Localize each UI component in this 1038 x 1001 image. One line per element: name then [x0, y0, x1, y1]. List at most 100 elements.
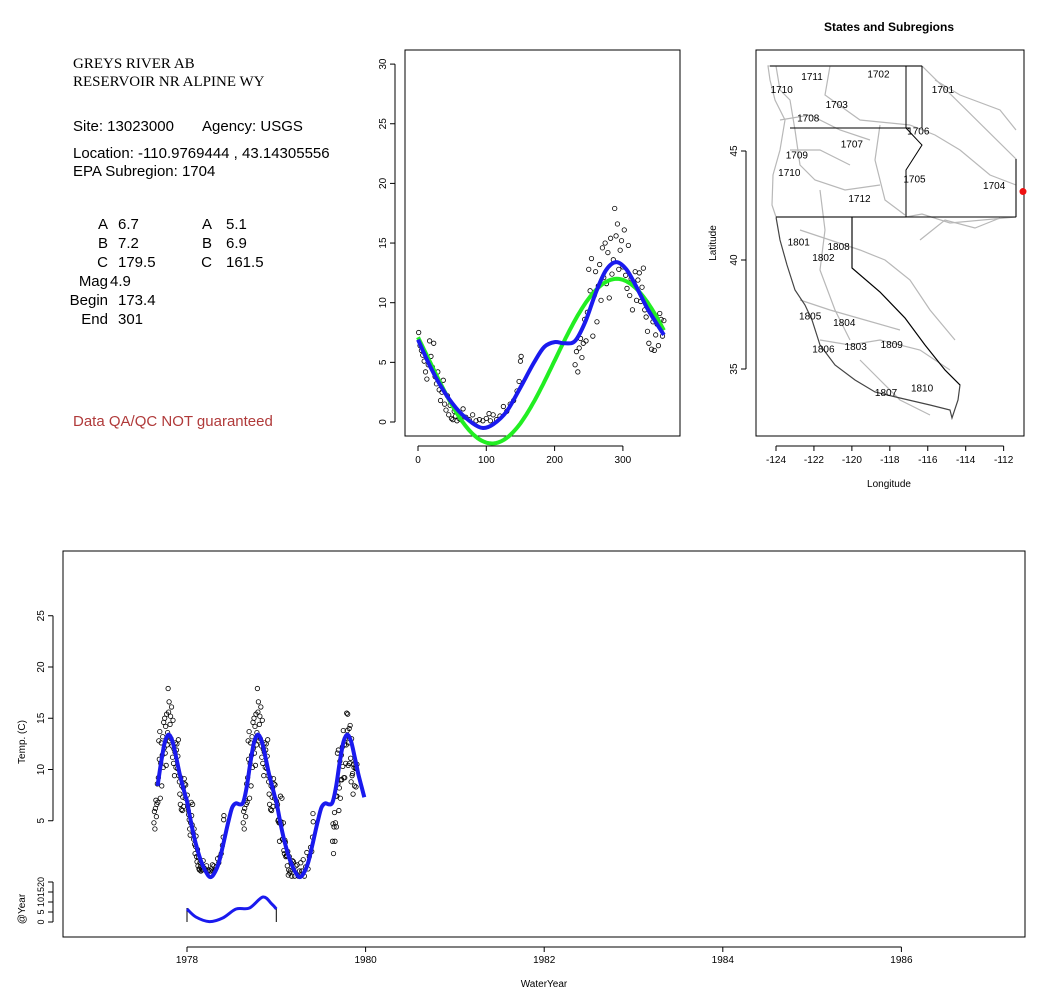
timeseries-data-point — [151, 808, 158, 815]
map-region-label: 1803 — [845, 342, 868, 353]
seasonal-data-point — [629, 307, 636, 313]
seasonal-data-point — [599, 245, 606, 251]
seasonal-x-tick-label: 100 — [478, 455, 495, 466]
timeseries-data-point — [153, 814, 159, 820]
timeseries-x-tick-label: 1984 — [712, 955, 735, 966]
timeseries-data-point — [289, 873, 295, 879]
timeseries-data-point — [286, 867, 292, 873]
timeseries-data-point — [257, 713, 263, 719]
map-subregion-boundary — [790, 149, 851, 166]
timeseries-y-axis-title: Temp. (C) — [17, 720, 28, 764]
timeseries-x-tick-label: 1978 — [176, 955, 199, 966]
timeseries-data-point — [353, 784, 359, 790]
map-subregion-boundary — [909, 124, 1017, 186]
seasonal-fit-blue-line — [416, 260, 666, 431]
seasonal-data-point — [431, 340, 437, 346]
seasonal-data-point — [518, 353, 524, 359]
map-region-label: 1704 — [983, 181, 1006, 192]
seasonal-data-point — [470, 412, 476, 418]
map-frame — [755, 49, 1025, 437]
timeseries-data-point — [252, 723, 258, 730]
timeseries-frame — [62, 550, 1026, 938]
map-title: States and Subregions — [824, 20, 954, 34]
seasonal-data-point — [646, 340, 652, 346]
timeseries-y-tick-label: 5 — [36, 818, 47, 824]
site-title-line1: GREYS RIVER AB — [73, 56, 195, 72]
timeseries-data-point — [261, 773, 267, 779]
seasonal-data-point — [579, 354, 585, 361]
map-subregion-boundary — [859, 359, 931, 416]
timeseries-data-point — [266, 791, 272, 797]
timeseries-data-point — [344, 710, 350, 716]
timeseries-y2-tick-label: 15 — [36, 887, 46, 897]
seasonal-x-tick-label: 0 — [415, 455, 421, 466]
seasonal-data-point — [655, 343, 662, 349]
timeseries-y2-tick-label: 0 — [36, 919, 46, 924]
map-subregion-boundary — [824, 65, 911, 126]
seasonal-data-point — [608, 235, 614, 241]
timeseries-data-point — [348, 755, 354, 761]
map-region-label: 1705 — [903, 174, 926, 185]
map-pnw-outline — [767, 65, 1017, 224]
timeseries-data-point — [279, 795, 285, 801]
seasonal-data-point — [590, 333, 596, 339]
timeseries-data-point — [165, 685, 171, 692]
timeseries-y-tick-label: 15 — [36, 712, 47, 724]
timeseries-data-point — [258, 704, 264, 710]
seasonal-data-point — [606, 295, 612, 301]
timeseries-x-tick-label: 1982 — [533, 955, 556, 966]
timeseries-y2-axis-title: @Year — [17, 893, 28, 924]
seasonal-data-point — [653, 332, 659, 338]
timeseries-data-point — [345, 711, 351, 717]
timeseries-data-point — [175, 737, 181, 743]
timeseries-data-point — [246, 795, 253, 801]
map-axes: -124 -122 -120 -118 -116 -114 -112 35 40 45 — [729, 145, 1014, 466]
seasonal-data-point — [580, 340, 586, 346]
timeseries-data-point — [159, 783, 165, 789]
timeseries-data-point — [337, 795, 343, 801]
map-region-label: 1806 — [812, 344, 835, 355]
timeseries-fit-line — [155, 732, 367, 880]
stat-left-value-1: 7.2 — [118, 235, 139, 252]
seasonal-data-point — [609, 271, 615, 277]
seasonal-data-point — [575, 369, 581, 375]
timeseries-data-point — [155, 799, 161, 805]
timeseries-data-point — [209, 862, 216, 868]
seasonal-data-point — [592, 269, 599, 275]
seasonal-data-point — [640, 265, 646, 271]
stat-left-label-0: A — [97, 216, 108, 233]
timeseries-data-point — [332, 838, 338, 844]
map-region-label: 1707 — [841, 139, 864, 150]
timeseries-data-point — [167, 713, 174, 719]
map-region-label: 1809 — [881, 340, 904, 351]
map-region-label: 1710 — [778, 168, 801, 179]
timeseries-year-fit-line — [185, 895, 278, 924]
map-region-label: 1801 — [788, 238, 811, 249]
timeseries-data-point — [243, 814, 249, 820]
map-region-label: 1804 — [833, 318, 856, 329]
map-region-labels: 1711 1710 1702 1701 1703 1708 1706 1707 1709 1710… — [771, 70, 1006, 399]
seasonal-y-tick-label: 0 — [378, 419, 389, 425]
timeseries-data-point — [170, 717, 176, 723]
seasonal-data-point — [490, 412, 496, 418]
map-y-tick-label: 45 — [729, 145, 740, 157]
timeseries-data-point — [349, 770, 356, 777]
map-x-axis-title: Longitude — [867, 479, 911, 490]
timeseries-data-point — [259, 717, 265, 723]
site-location-marker — [1019, 188, 1027, 196]
seasonal-data-point — [624, 285, 630, 291]
seasonal-data-point — [437, 397, 444, 404]
seasonal-data-point — [448, 415, 455, 422]
seasonal-data-point — [588, 255, 595, 262]
seasonal-y-tick-label: 15 — [378, 237, 389, 249]
seasonal-data-point — [651, 347, 657, 354]
seasonal-data-point — [517, 358, 524, 364]
timeseries-data-point — [333, 824, 340, 830]
seasonal-data-point — [644, 328, 651, 334]
timeseries-data-point — [163, 723, 169, 730]
seasonal-data-point — [617, 247, 623, 253]
timeseries-data-point — [298, 860, 304, 866]
stat-left-label-3: Mag — [78, 273, 108, 290]
